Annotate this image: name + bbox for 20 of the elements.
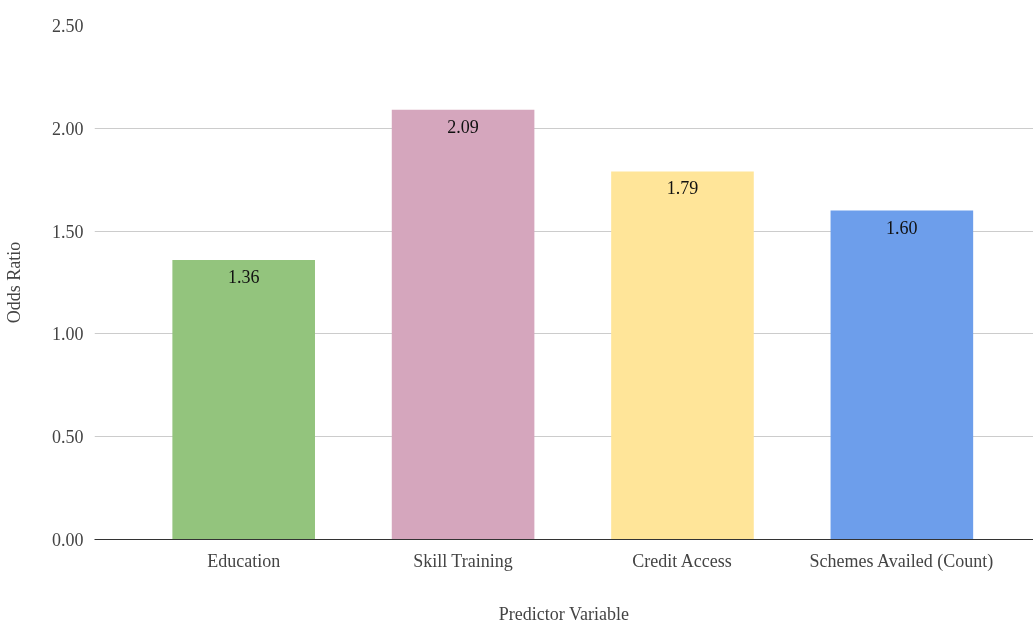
x-tick-label: Skill Training bbox=[413, 550, 513, 571]
x-tick-label: Credit Access bbox=[632, 550, 732, 571]
data-label: 1.36 bbox=[227, 266, 260, 287]
x-tick-label: Education bbox=[207, 550, 281, 571]
data-label: 2.09 bbox=[447, 116, 479, 137]
x-tick-label: Schemes Availed (Count) bbox=[809, 550, 994, 572]
y-tick-label: 0.50 bbox=[52, 427, 84, 448]
y-axis-title: Odds Ratio bbox=[4, 241, 24, 324]
y-tick-label: 1.50 bbox=[52, 221, 84, 242]
y-tick-label: 1.00 bbox=[52, 324, 84, 345]
bar bbox=[830, 210, 974, 540]
x-axis-title: Predictor Variable bbox=[498, 603, 629, 624]
bar bbox=[611, 171, 754, 540]
data-label: 1.60 bbox=[886, 217, 918, 238]
y-tick-label: 2.50 bbox=[52, 16, 84, 36]
data-label: 1.79 bbox=[666, 178, 699, 199]
bar bbox=[391, 109, 535, 540]
y-tick-label: 0.00 bbox=[52, 530, 84, 550]
bar bbox=[172, 259, 315, 540]
y-tick-label: 2.00 bbox=[52, 118, 84, 139]
